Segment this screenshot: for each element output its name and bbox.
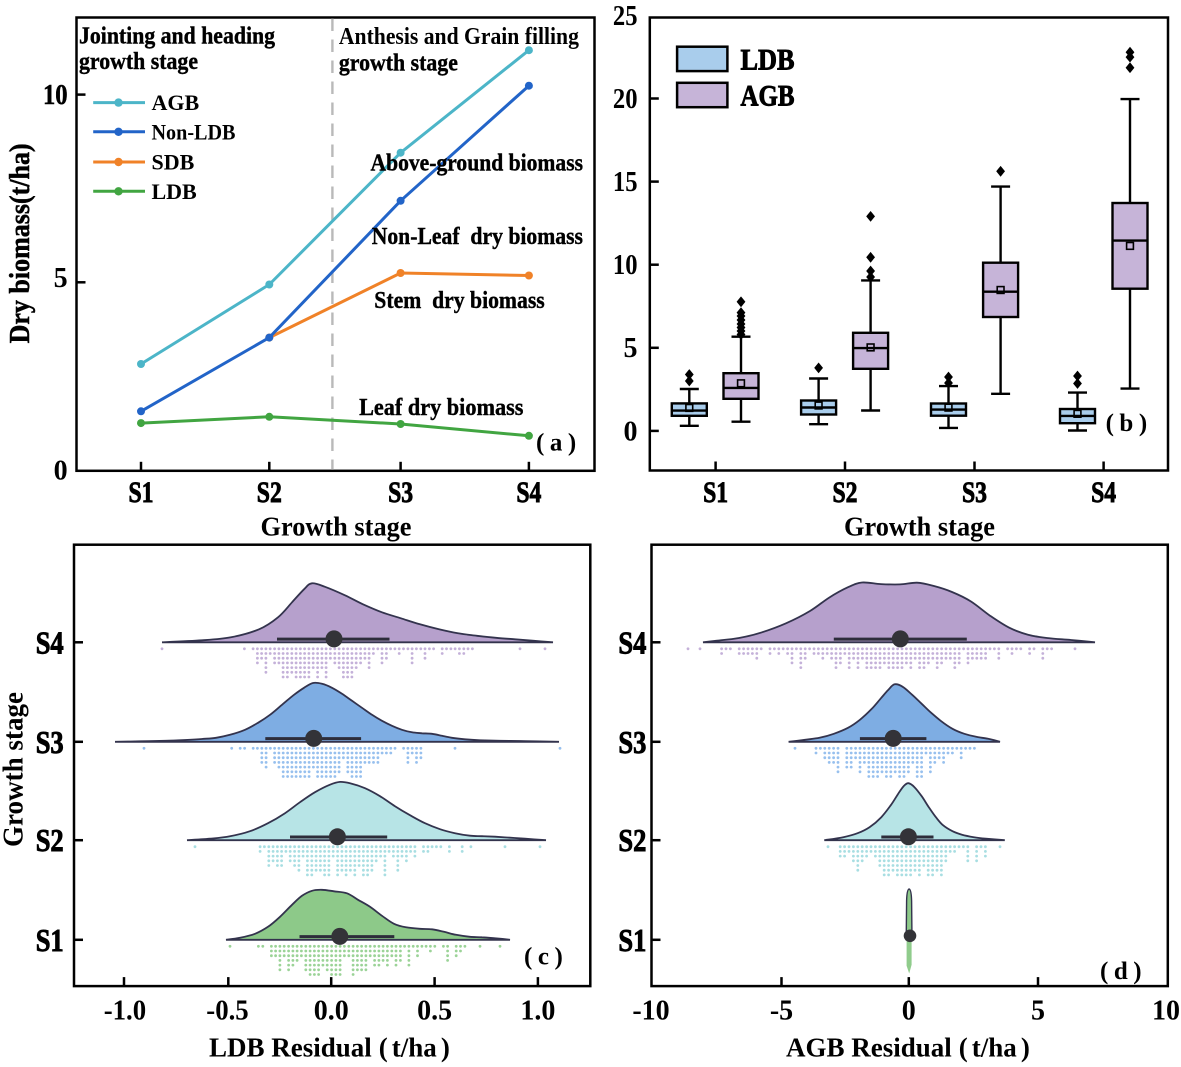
svg-text:20: 20	[613, 84, 638, 115]
svg-text:SDB: SDB	[152, 150, 195, 175]
svg-text:S1: S1	[703, 476, 728, 509]
svg-text:Jointing and heading: Jointing and heading	[79, 24, 275, 50]
svg-text:5: 5	[54, 263, 68, 294]
svg-text:S4: S4	[1091, 476, 1116, 509]
svg-text:0: 0	[54, 455, 68, 486]
svg-text:S4: S4	[618, 624, 646, 660]
svg-text:Growth stage: Growth stage	[0, 692, 30, 847]
svg-text:S2: S2	[257, 476, 282, 509]
svg-text:1.0: 1.0	[520, 996, 555, 1027]
svg-text:S3: S3	[388, 476, 413, 509]
svg-text:Stem dry biomass: Stem dry biomass	[374, 288, 544, 314]
svg-text:-0.5: -0.5	[206, 996, 248, 1027]
svg-text:-1.0: -1.0	[104, 996, 146, 1027]
svg-text:LDB: LDB	[152, 179, 198, 204]
svg-text:AGB: AGB	[741, 80, 795, 113]
svg-text:LDB: LDB	[741, 44, 795, 77]
svg-text:S1: S1	[129, 476, 154, 509]
svg-text:5: 5	[624, 333, 638, 364]
svg-text:25: 25	[613, 1, 638, 32]
svg-text:Above-ground biomass: Above-ground biomass	[371, 150, 584, 176]
svg-text:5: 5	[1031, 996, 1045, 1027]
svg-text:growth stage: growth stage	[339, 51, 458, 77]
svg-text:15: 15	[613, 167, 638, 198]
svg-text:growth stage: growth stage	[79, 49, 198, 75]
svg-text:(d): (d)	[1100, 958, 1142, 985]
svg-text:S2: S2	[618, 822, 646, 858]
svg-text:AGB Residual(t/ha): AGB Residual(t/ha)	[786, 1032, 1030, 1062]
svg-text:(c): (c)	[524, 944, 563, 971]
svg-text:S3: S3	[618, 724, 646, 760]
svg-text:Anthesis and Grain filling: Anthesis and Grain filling	[339, 24, 579, 50]
svg-text:10: 10	[1152, 996, 1180, 1027]
svg-text:10: 10	[613, 250, 638, 281]
svg-text:0.5: 0.5	[417, 996, 452, 1027]
svg-text:Growth stage: Growth stage	[261, 512, 412, 542]
svg-text:(b): (b)	[1106, 410, 1148, 437]
svg-text:S1: S1	[36, 922, 64, 958]
svg-text:LDB Residual(t/ha): LDB Residual(t/ha)	[209, 1032, 450, 1062]
svg-text:S3: S3	[36, 724, 64, 760]
svg-text:S4: S4	[36, 624, 64, 660]
svg-text:S3: S3	[962, 476, 987, 509]
svg-text:0.0: 0.0	[314, 996, 349, 1027]
svg-text:-5: -5	[770, 996, 793, 1027]
svg-text:Non-Leaf dry biomass: Non-Leaf dry biomass	[372, 224, 583, 250]
svg-text:Growth stage: Growth stage	[844, 512, 995, 542]
svg-text:S2: S2	[36, 822, 64, 858]
svg-text:S2: S2	[833, 476, 858, 509]
svg-text:S1: S1	[618, 922, 646, 958]
svg-text:S4: S4	[516, 476, 541, 509]
svg-text:0: 0	[624, 416, 638, 447]
svg-text:AGB: AGB	[152, 90, 200, 115]
svg-text:0: 0	[902, 996, 916, 1027]
svg-text:Dry biomass(t/ha): Dry biomass(t/ha)	[5, 143, 36, 343]
svg-text:10: 10	[43, 80, 68, 111]
svg-text:Leaf dry biomass: Leaf dry biomass	[359, 395, 523, 421]
svg-text:(a): (a)	[536, 429, 576, 456]
svg-text:-10: -10	[632, 996, 669, 1027]
svg-text:Non-LDB: Non-LDB	[152, 119, 236, 144]
